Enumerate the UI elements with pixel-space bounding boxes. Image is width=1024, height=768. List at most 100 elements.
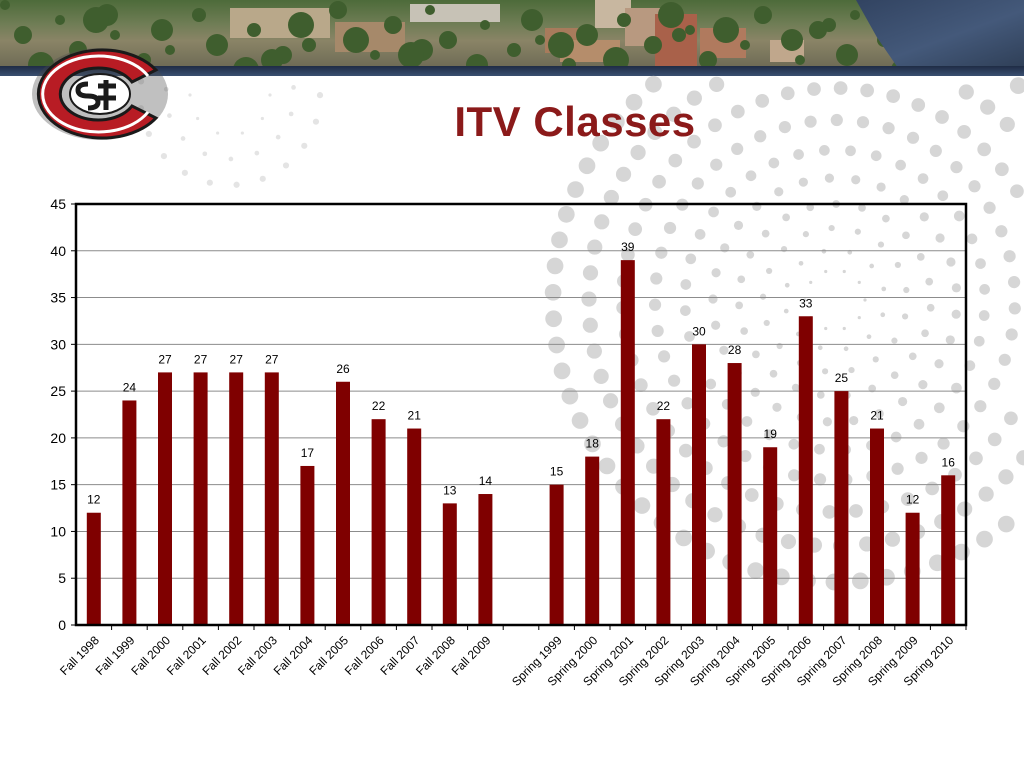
decor-dot	[833, 81, 848, 95]
banner-tree	[261, 49, 283, 68]
decor-dot	[731, 142, 744, 155]
banner-tree	[83, 7, 109, 33]
decor-dot	[766, 267, 773, 275]
banner-tree	[384, 16, 402, 34]
decor-dot	[571, 412, 589, 429]
banner-tree	[247, 23, 261, 37]
decor-dot	[894, 261, 901, 269]
decor-dot	[181, 169, 188, 176]
decor-dot	[857, 316, 861, 320]
bar	[834, 391, 849, 625]
decor-dot	[856, 116, 870, 129]
decor-dot	[301, 142, 308, 149]
banner-tree	[576, 24, 598, 46]
decor-dot	[694, 229, 706, 240]
data-label: 12	[906, 493, 920, 507]
decor-dot	[782, 213, 790, 222]
decor-dot	[180, 136, 186, 141]
decor-dot	[586, 343, 602, 359]
decor-dot	[1005, 328, 1018, 341]
decor-dot	[316, 92, 324, 99]
decor-dot	[678, 443, 693, 458]
decor-dot	[780, 86, 795, 101]
decor-dot	[977, 142, 992, 157]
decor-dot	[886, 89, 901, 103]
decor-dot	[648, 298, 662, 311]
banner-tree	[0, 0, 10, 10]
decor-dot	[877, 241, 885, 248]
banner-tree	[425, 5, 435, 15]
banner-tree	[206, 34, 228, 56]
decor-dot	[720, 243, 730, 253]
decor-dot	[813, 473, 827, 486]
bar	[905, 512, 920, 625]
data-label: 22	[657, 399, 671, 413]
decor-dot	[686, 90, 702, 106]
decor-dot	[645, 75, 662, 93]
decor-dot	[545, 310, 562, 328]
decor-dot	[807, 82, 821, 96]
decor-dot	[735, 301, 744, 310]
decor-dot	[167, 113, 172, 118]
decor-dot	[916, 253, 925, 261]
decor-dot	[730, 104, 745, 119]
bar	[870, 428, 884, 625]
decor-dot	[804, 115, 817, 128]
decor-dot	[240, 131, 244, 135]
decor-dot	[684, 331, 695, 342]
decor-dot	[216, 131, 220, 135]
banner-tree	[110, 30, 120, 40]
data-label: 33	[799, 296, 813, 310]
banner-tree	[192, 8, 206, 22]
data-label: 18	[586, 437, 600, 451]
decor-dot	[933, 402, 945, 414]
data-label: 14	[479, 474, 493, 488]
decor-dot	[983, 201, 996, 214]
decor-dot	[1004, 411, 1018, 426]
decor-dot	[793, 149, 804, 160]
decor-dot	[957, 501, 973, 517]
decor-dot	[802, 231, 809, 238]
decor-dot	[710, 158, 723, 171]
decor-dot	[592, 134, 610, 152]
decor-dot	[754, 130, 767, 143]
decor-dot	[934, 359, 944, 369]
decor-dot	[915, 451, 928, 464]
decor-dot	[567, 181, 584, 198]
decor-dot	[876, 182, 886, 192]
decor-dot	[814, 443, 825, 455]
bar	[478, 494, 493, 625]
decor-dot	[254, 150, 260, 156]
y-tick-label: 30	[50, 336, 66, 352]
decor-dot	[228, 156, 234, 162]
banner-tree	[685, 25, 695, 35]
decor-dot	[1016, 450, 1024, 466]
decor-dot	[651, 324, 664, 338]
decor-dot	[881, 286, 887, 292]
bar	[549, 484, 564, 625]
decor-dot	[553, 362, 571, 380]
decor-dot	[843, 346, 849, 352]
decor-dot	[650, 272, 663, 285]
decor-dot	[918, 380, 928, 390]
banner-tree	[466, 54, 488, 68]
decor-dot	[863, 298, 867, 302]
decor-dot	[233, 181, 240, 188]
y-tick-label: 0	[58, 617, 66, 633]
decor-dot	[145, 130, 152, 138]
decor-dot	[884, 531, 901, 547]
decor-dot	[902, 231, 910, 240]
x-tick-label: Fall 2009	[449, 633, 494, 678]
decor-dot	[646, 401, 660, 416]
decor-dot	[988, 377, 1001, 391]
banner-tree	[658, 2, 684, 28]
y-tick-label: 10	[50, 523, 66, 539]
decor-dot	[711, 320, 721, 330]
decor-dot	[868, 384, 877, 393]
decor-dot	[908, 352, 917, 361]
bar	[692, 344, 706, 625]
decor-dot	[788, 469, 801, 482]
decor-dot	[798, 177, 808, 187]
decor-dot	[725, 186, 737, 198]
